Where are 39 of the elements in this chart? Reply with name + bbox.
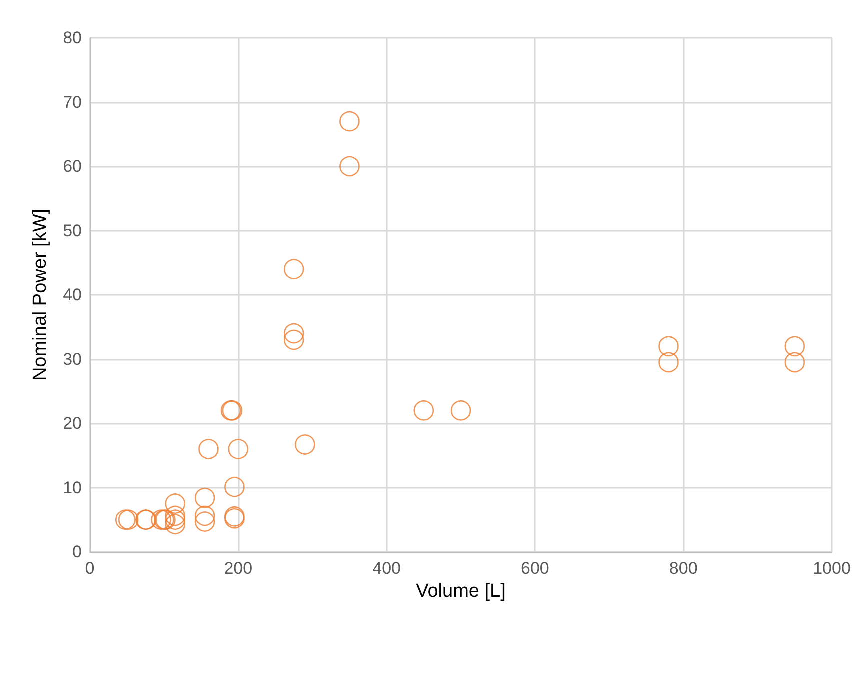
x-axis-title: Volume [L]: [416, 581, 506, 602]
y-tick-label: 70: [63, 92, 82, 112]
point: [165, 514, 186, 535]
point: [784, 352, 806, 373]
point: [165, 506, 186, 526]
point: [194, 512, 216, 532]
point: [414, 400, 434, 421]
x-tick-label: 1000: [813, 559, 851, 578]
point: [295, 434, 316, 455]
point: [284, 259, 304, 280]
point: [658, 336, 679, 357]
point: [165, 510, 186, 530]
y-tick-label: 60: [63, 157, 82, 176]
x-tick-label: 0: [85, 559, 95, 578]
y-tick-label: 30: [63, 350, 82, 369]
y-tick-label: 80: [63, 28, 82, 48]
x-tick-label: 200: [224, 559, 253, 578]
y-axis-title: Nominal Power [kW]: [30, 208, 51, 382]
x-tick-label: 800: [669, 559, 698, 578]
point: [224, 476, 245, 498]
point: [340, 156, 360, 177]
x-tick-label: 600: [521, 559, 550, 578]
y-tick-label: 0: [72, 542, 82, 562]
point: [658, 352, 679, 373]
point: [284, 323, 304, 344]
y-tick-label: 10: [63, 478, 82, 498]
point: [340, 111, 360, 132]
point: [165, 494, 186, 514]
y-tick-label: 40: [63, 286, 82, 304]
point: [784, 336, 806, 357]
x-tick-label: 400: [372, 559, 401, 578]
point: [194, 488, 216, 508]
point: [194, 506, 216, 526]
point: [198, 439, 219, 460]
point: [450, 400, 472, 421]
y-tick-label: 20: [63, 414, 82, 433]
point: [284, 330, 304, 350]
point: [228, 439, 249, 460]
y-tick-label: 50: [63, 221, 82, 240]
